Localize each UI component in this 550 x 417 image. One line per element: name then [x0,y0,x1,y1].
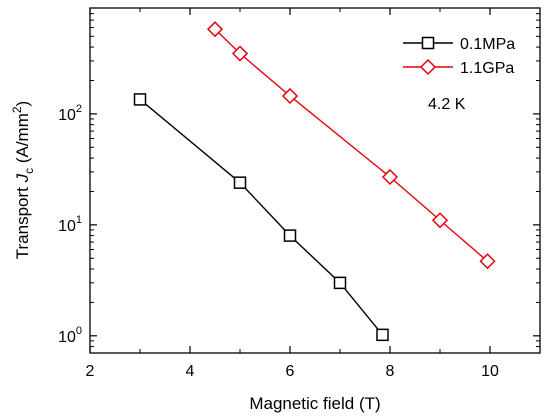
y-label-prefix: Transport [13,182,32,259]
y-tick-exponent: 0 [76,325,82,337]
y-tick-base: 10 [58,107,76,124]
y-tick-exponent: 1 [76,214,82,226]
y-tick-base: 10 [58,329,76,346]
data-point [333,276,347,290]
data-point [281,87,299,105]
annotation-temperature: 4.2 K [428,96,466,113]
y-tick-label: 102 [58,103,82,124]
y-label-subscript: c [22,168,36,174]
series-line [139,98,384,336]
legend-label: 0.1MPa [460,36,515,53]
series-0.1MPa [133,93,389,342]
legend-marker [421,36,435,50]
data-point [376,328,389,342]
series-layer [133,21,496,342]
y-tick-label: 100 [58,325,82,346]
y-label-symbol: J [13,173,32,183]
data-point [283,229,297,242]
series-line [214,28,488,262]
legend-label: 1.1GPa [460,60,514,77]
y-tick-exponent: 2 [76,103,82,115]
x-tick-label: 4 [186,363,195,380]
y-axis-label: Transport Jc (A/mm2) [10,101,36,259]
x-axis-label: Magnetic field (T) [249,394,380,413]
y-label-close: ) [13,101,32,107]
y-label-superscript: 2 [10,106,24,113]
data-point [381,168,399,186]
data-point [479,253,496,270]
plot-frame [89,7,541,354]
series-1.1GPa [206,21,496,270]
y-tick-label: 101 [58,214,82,235]
tick-marks [89,8,540,354]
x-tick-label: 10 [481,363,499,380]
y-tick-base: 10 [58,218,76,235]
data-point [206,21,224,38]
x-tick-label: 8 [386,363,395,380]
data-point [431,212,449,229]
data-point [231,45,249,62]
legend: 0.1MPa 1.1GPa [403,36,515,77]
legend-marker [419,58,437,76]
x-tick-label: 2 [86,363,95,380]
x-tick-label: 6 [286,363,295,380]
data-point [233,176,247,189]
data-point [133,93,147,106]
y-label-suffix: (A/mm [13,113,32,168]
